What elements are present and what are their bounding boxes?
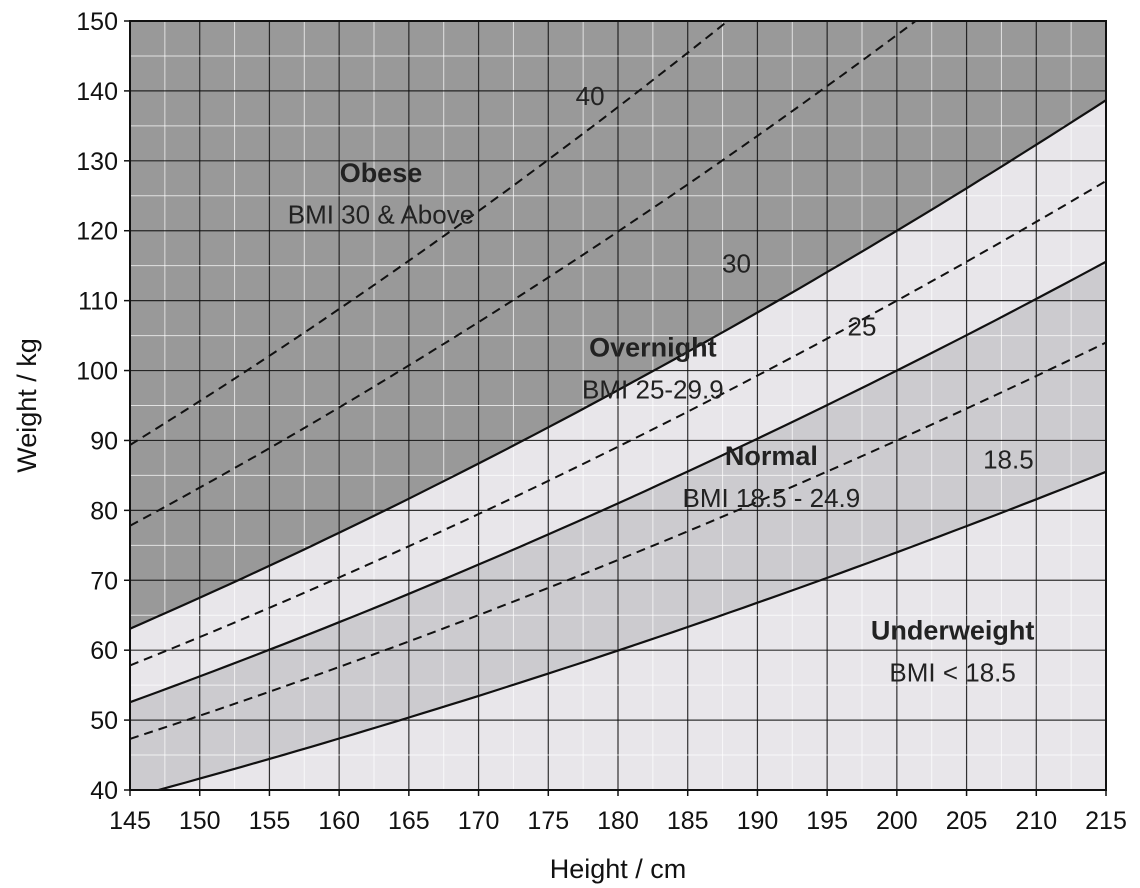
y-tick-label: 150 bbox=[76, 8, 118, 36]
x-tick-label: 195 bbox=[806, 807, 848, 835]
y-axis-title: Weight / kg bbox=[12, 338, 42, 473]
curve-label-30: 30 bbox=[722, 249, 751, 279]
region-label-underweight: Underweight bbox=[871, 616, 1035, 646]
bmi-curve-22-5 bbox=[130, 341, 1106, 740]
x-tick-label: 165 bbox=[388, 807, 430, 835]
axis-ticks: 145 150 155 160 165 170 175 180 185 190 195 200 205 2… bbox=[76, 8, 1127, 835]
x-tick-label: 175 bbox=[527, 807, 569, 835]
y-tick-label: 80 bbox=[90, 497, 118, 525]
x-tick-label: 180 bbox=[597, 807, 639, 835]
x-tick-label: 155 bbox=[249, 807, 291, 835]
curve-label-42-5: 40 bbox=[576, 81, 605, 111]
region-range-normal: BMI 18.5 - 24.9 bbox=[682, 483, 860, 513]
region-range-underweight: BMI < 18.5 bbox=[889, 658, 1015, 688]
x-axis-title: Height / cm bbox=[550, 854, 687, 884]
x-tick-label: 170 bbox=[458, 807, 500, 835]
bmi-curve-18-5 bbox=[154, 470, 1106, 790]
region-label-overnight: Overnight bbox=[589, 333, 717, 363]
y-tick-label: 130 bbox=[76, 148, 118, 176]
y-tick-label: 40 bbox=[90, 777, 118, 805]
y-tick-label: 60 bbox=[90, 637, 118, 665]
x-tick-label: 210 bbox=[1015, 807, 1057, 835]
y-tick-label: 110 bbox=[78, 288, 118, 316]
y-tick-label: 90 bbox=[90, 427, 118, 455]
x-tick-label: 185 bbox=[667, 807, 709, 835]
bmi-curve-42-5 bbox=[130, 21, 730, 446]
y-tick-label: 70 bbox=[90, 567, 118, 595]
y-tick-label: 120 bbox=[76, 218, 118, 246]
x-tick-label: 200 bbox=[876, 807, 918, 835]
region-underweight bbox=[158, 471, 1106, 790]
x-tick-label: 205 bbox=[946, 807, 988, 835]
x-tick-label: 190 bbox=[737, 807, 779, 835]
bmi-curves bbox=[130, 21, 1106, 790]
region-range-overnight: BMI 25-29.9 bbox=[582, 375, 724, 405]
curve-label-18-5: 18.5 bbox=[983, 444, 1034, 474]
region-range-obese: BMI 30 & Above bbox=[288, 200, 474, 230]
y-tick-label: 140 bbox=[76, 78, 118, 106]
annotations: Obese BMI 30 & Above Overnight BMI 25-29.9 N… bbox=[288, 81, 1035, 688]
bmi-curve-37 bbox=[130, 21, 918, 527]
bmi-curve-27-5 bbox=[130, 180, 1106, 667]
x-tick-label: 145 bbox=[109, 807, 151, 835]
x-tick-label: 150 bbox=[179, 807, 221, 835]
region-label-obese: Obese bbox=[340, 158, 423, 188]
x-tick-label: 215 bbox=[1085, 807, 1127, 835]
region-label-normal: Normal bbox=[725, 441, 818, 471]
bmi-curve-25 bbox=[130, 260, 1106, 704]
x-tick-label: 160 bbox=[318, 807, 360, 835]
curve-label-25: 25 bbox=[848, 312, 877, 342]
y-tick-label: 100 bbox=[76, 358, 118, 386]
bmi-curve-30 bbox=[130, 99, 1106, 630]
y-tick-label: 50 bbox=[90, 707, 118, 735]
